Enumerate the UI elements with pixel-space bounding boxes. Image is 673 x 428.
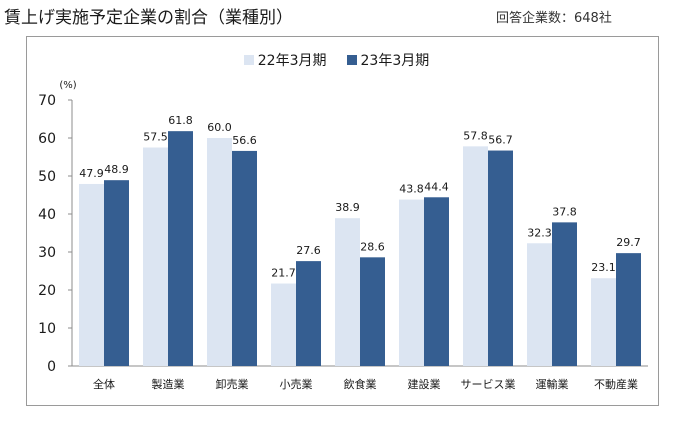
data-label-2023: 28.6 [360, 240, 385, 253]
x-tick-label: 運輸業 [536, 377, 569, 391]
chart-frame [26, 36, 659, 406]
legend-swatch-2022 [243, 55, 254, 65]
data-label-2023: 56.7 [488, 134, 513, 147]
data-label-2023: 44.4 [424, 180, 449, 193]
legend-item-2023: 23年3月期 [346, 50, 430, 70]
legend: 22年3月期 23年3月期 [0, 50, 673, 70]
bar-2022 [143, 147, 168, 366]
bar-2023 [296, 261, 321, 366]
bar-2022 [335, 218, 360, 366]
data-label-2022: 32.3 [527, 226, 552, 239]
bar-2023 [616, 253, 641, 366]
bar-2022 [463, 146, 488, 366]
bar-2022 [79, 183, 104, 366]
y-tick-label: 40 [38, 207, 56, 223]
bar-2023 [232, 150, 257, 366]
data-label-2023: 29.7 [616, 236, 641, 249]
legend-label-2022: 22年3月期 [257, 53, 327, 69]
data-label-2023: 48.9 [104, 163, 129, 176]
x-tick-label: 卸売業 [216, 377, 249, 391]
bar-2023 [552, 222, 577, 366]
x-tick-label: 全体 [93, 377, 115, 391]
bar-2022 [527, 243, 552, 366]
data-label-2023: 27.6 [296, 244, 321, 257]
y-tick-label: 70 [38, 93, 56, 109]
bar-2022 [207, 138, 232, 366]
data-label-2022: 47.9 [79, 167, 104, 180]
data-label-2023: 61.8 [168, 114, 193, 127]
bar-2023 [424, 197, 449, 366]
x-tick-label: 建設業 [408, 377, 441, 391]
y-tick-label: 60 [38, 131, 56, 147]
bar-2022 [271, 283, 296, 366]
y-tick-label: 30 [38, 245, 56, 261]
y-tick-label: 50 [38, 169, 56, 185]
bar-2023 [488, 150, 513, 366]
y-axis-label: (%) [59, 80, 76, 91]
x-tick-label: サービス業 [461, 378, 516, 391]
x-tick-label: 飲食業 [344, 377, 377, 391]
data-label-2022: 23.1 [591, 261, 616, 274]
legend-item-2022: 22年3月期 [243, 50, 327, 70]
data-label-2022: 57.8 [463, 129, 488, 142]
data-label-2022: 60.0 [207, 121, 232, 134]
respondent-count: 回答企業数：648社 [496, 11, 612, 26]
bar-2023 [168, 131, 193, 366]
bar-2023 [104, 180, 129, 366]
legend-swatch-2023 [346, 55, 357, 65]
data-label-2023: 56.6 [232, 134, 257, 147]
x-tick-label: 製造業 [152, 377, 185, 391]
y-tick-label: 0 [47, 359, 56, 375]
bar-2022 [591, 278, 616, 366]
legend-label-2023: 23年3月期 [360, 53, 430, 69]
data-label-2023: 37.8 [552, 205, 577, 218]
bar-2022 [399, 199, 424, 366]
data-label-2022: 21.7 [271, 267, 296, 280]
y-tick-label: 10 [38, 321, 56, 337]
x-tick-label: 小売業 [280, 378, 313, 391]
bar-2023 [360, 257, 385, 366]
y-tick-label: 20 [38, 283, 56, 299]
chart-title: 賃上げ実施予定企業の割合（業種別） [4, 8, 293, 28]
data-label-2022: 57.5 [143, 131, 168, 144]
data-label-2022: 43.8 [399, 183, 424, 196]
x-tick-label: 不動産業 [594, 377, 638, 391]
data-label-2022: 38.9 [335, 201, 360, 214]
